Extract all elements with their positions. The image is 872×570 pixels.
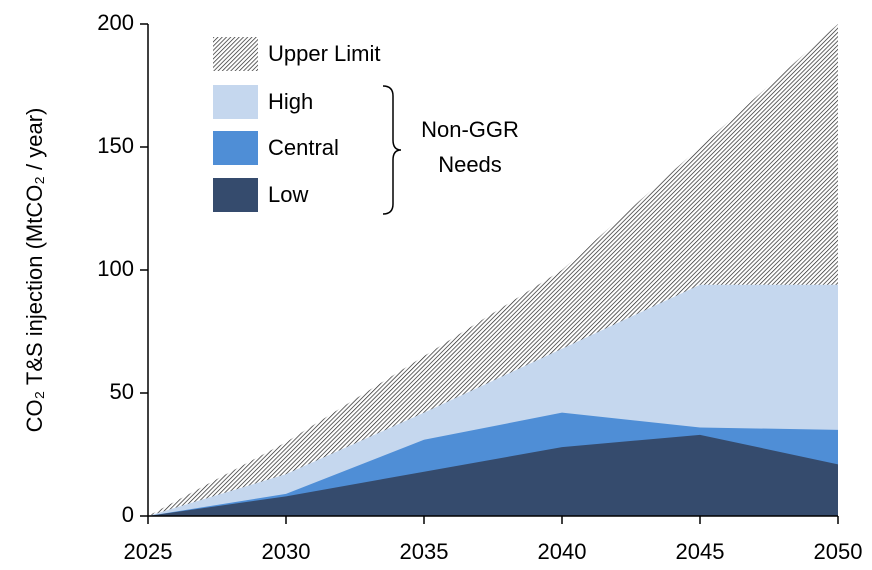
brace [382,85,402,215]
y-tick-label: 50 [110,379,134,404]
legend-label: Low [268,182,308,207]
y-tick-label: 150 [97,133,134,158]
y-tick-label: 0 [122,502,134,527]
annotation: Needs [438,152,502,177]
y-tick-label: 100 [97,256,134,281]
x-tick-label: 2035 [400,539,449,564]
y-axis-label: CO₂ T&S injection (MtCO₂ / year) [22,108,47,433]
area [148,434,838,516]
x-tick-label: 2040 [538,539,587,564]
legend-label: Upper Limit [268,41,380,66]
legend-label: High [268,89,313,114]
legend-swatch [213,178,258,212]
legend-swatch [213,85,258,119]
y-tick-label: 200 [97,10,134,35]
annotation: Non-GGR [421,117,519,142]
legend-swatch [213,37,258,71]
x-tick-label: 2030 [262,539,311,564]
x-tick-label: 2045 [676,539,725,564]
x-tick-label: 2025 [124,539,173,564]
x-tick-label: 2050 [814,539,863,564]
legend-label: Central [268,135,339,160]
legend-swatch [213,131,258,165]
